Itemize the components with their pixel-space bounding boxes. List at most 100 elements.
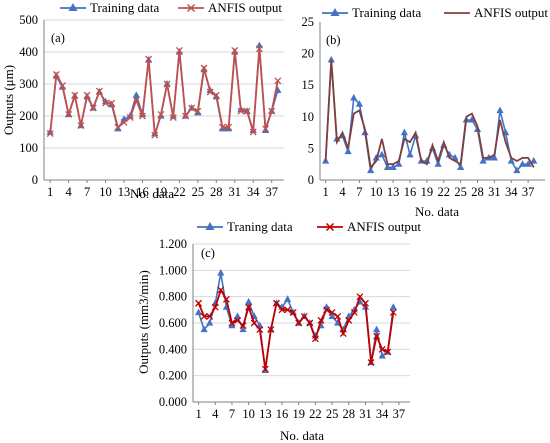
- y-tick-label: 0.000: [159, 395, 187, 409]
- data-point-x: [65, 110, 73, 118]
- y-tick-label: 0.400: [159, 342, 187, 356]
- x-tick-label: 34: [247, 185, 260, 199]
- x-marker-stroke: [278, 306, 286, 314]
- data-point-x: [356, 293, 364, 301]
- data-point-triangle: [423, 157, 431, 164]
- x-tick-label: 22: [309, 407, 322, 421]
- data-point-x: [245, 303, 253, 311]
- data-point-triangle: [513, 166, 521, 174]
- data-point-x: [384, 348, 392, 356]
- legend-entry: Training data: [322, 5, 421, 20]
- data-point-triangle: [283, 295, 292, 302]
- x-marker-stroke: [262, 125, 269, 133]
- data-point-triangle: [383, 163, 392, 170]
- legend-entry: Traning data: [197, 219, 293, 234]
- data-point-x: [378, 345, 386, 353]
- chart-panel-c: 0.000 0.200 0.400 0.600 0.800 1.000 1.200 1 4 7 10…: [136, 219, 421, 443]
- x-tick-label: 37: [393, 407, 406, 421]
- x-marker-stroke: [328, 309, 336, 316]
- y-tick-label: 400: [19, 45, 38, 59]
- legend-label: Training data: [90, 0, 159, 15]
- y-tick-label: 25: [302, 15, 315, 29]
- x-tick-label: 31: [488, 185, 501, 199]
- y-tick-label: 500: [19, 13, 38, 27]
- data-point-x: [255, 45, 263, 53]
- y-tick-label: 0.800: [159, 290, 187, 304]
- data-point-triangle: [233, 312, 242, 320]
- x-marker-stroke: [234, 316, 241, 324]
- y-tick-label: 10: [302, 110, 315, 124]
- data-point-x: [83, 91, 91, 99]
- data-point-triangle: [355, 100, 363, 107]
- x-tick-label: 13: [387, 185, 400, 199]
- data-point-x: [234, 316, 241, 324]
- legend-entry: ANFIS output: [178, 0, 282, 15]
- x-marker-stroke: [206, 88, 214, 96]
- data-point-x: [217, 286, 225, 294]
- y-tick-label: 200: [19, 109, 38, 123]
- x-marker-stroke: [300, 312, 308, 320]
- data-point-x: [46, 130, 54, 138]
- x-marker-stroke: [145, 55, 153, 63]
- x-marker-stroke: [139, 112, 146, 120]
- panel-label: (c): [201, 246, 215, 260]
- y-tick-label: 1.200: [159, 237, 187, 251]
- x-tick-label: 22: [173, 185, 186, 199]
- data-point-x: [145, 55, 153, 63]
- x-marker-stroke: [317, 316, 325, 324]
- data-point-x: [231, 46, 239, 54]
- x-marker-stroke: [132, 96, 140, 104]
- x-marker-stroke: [373, 332, 381, 340]
- data-point-x: [188, 104, 196, 112]
- data-point-x: [219, 123, 226, 131]
- x-marker-stroke: [200, 312, 208, 320]
- data-point-triangle: [524, 160, 532, 167]
- data-point-x: [256, 326, 264, 334]
- x-marker-stroke: [188, 104, 196, 112]
- legend-label: ANFIS output: [347, 219, 421, 234]
- x-tick-label: 1: [47, 185, 53, 199]
- data-point-x: [295, 319, 303, 327]
- x-marker-stroke: [182, 112, 189, 120]
- panel-label: (a): [51, 31, 65, 45]
- data-point-x: [261, 365, 269, 373]
- data-point-x: [175, 46, 183, 54]
- x-marker-stroke: [268, 107, 276, 115]
- y-tick-label: 100: [19, 141, 38, 155]
- data-point-x: [182, 112, 189, 120]
- x-marker-stroke: [389, 309, 397, 316]
- data-point-x: [243, 107, 251, 115]
- data-point-triangle: [451, 153, 459, 161]
- data-point-x: [169, 114, 177, 122]
- data-point-triangle: [200, 325, 208, 333]
- x-marker-stroke: [200, 64, 208, 72]
- data-point-x: [262, 125, 269, 133]
- data-point-x: [163, 80, 171, 88]
- legend-marker: [205, 222, 215, 230]
- data-point-x: [59, 82, 66, 90]
- data-point-x: [222, 295, 230, 303]
- x-tick-label: 16: [276, 407, 289, 421]
- x-tick-label: 7: [356, 185, 362, 199]
- data-point-x: [274, 77, 282, 85]
- x-marker-stroke: [228, 319, 236, 327]
- x-axis-title: No. data: [280, 428, 324, 443]
- x-tick-label: 10: [99, 185, 112, 199]
- x-tick-label: 19: [292, 407, 305, 421]
- data-point-triangle: [490, 153, 498, 161]
- x-marker-stroke: [237, 107, 245, 115]
- data-point-triangle: [530, 157, 538, 164]
- x-marker-stroke: [350, 309, 358, 316]
- legend-label: ANFIS output: [208, 0, 282, 15]
- x-tick-label: 37: [265, 185, 278, 199]
- x-tick-label: 31: [359, 407, 372, 421]
- data-point-x: [206, 88, 214, 96]
- x-marker-stroke: [384, 348, 392, 356]
- data-point-triangle: [507, 157, 515, 164]
- data-point-triangle: [372, 153, 380, 161]
- data-point-triangle: [389, 303, 397, 310]
- data-point-x: [323, 306, 330, 314]
- x-marker-stroke: [219, 123, 226, 131]
